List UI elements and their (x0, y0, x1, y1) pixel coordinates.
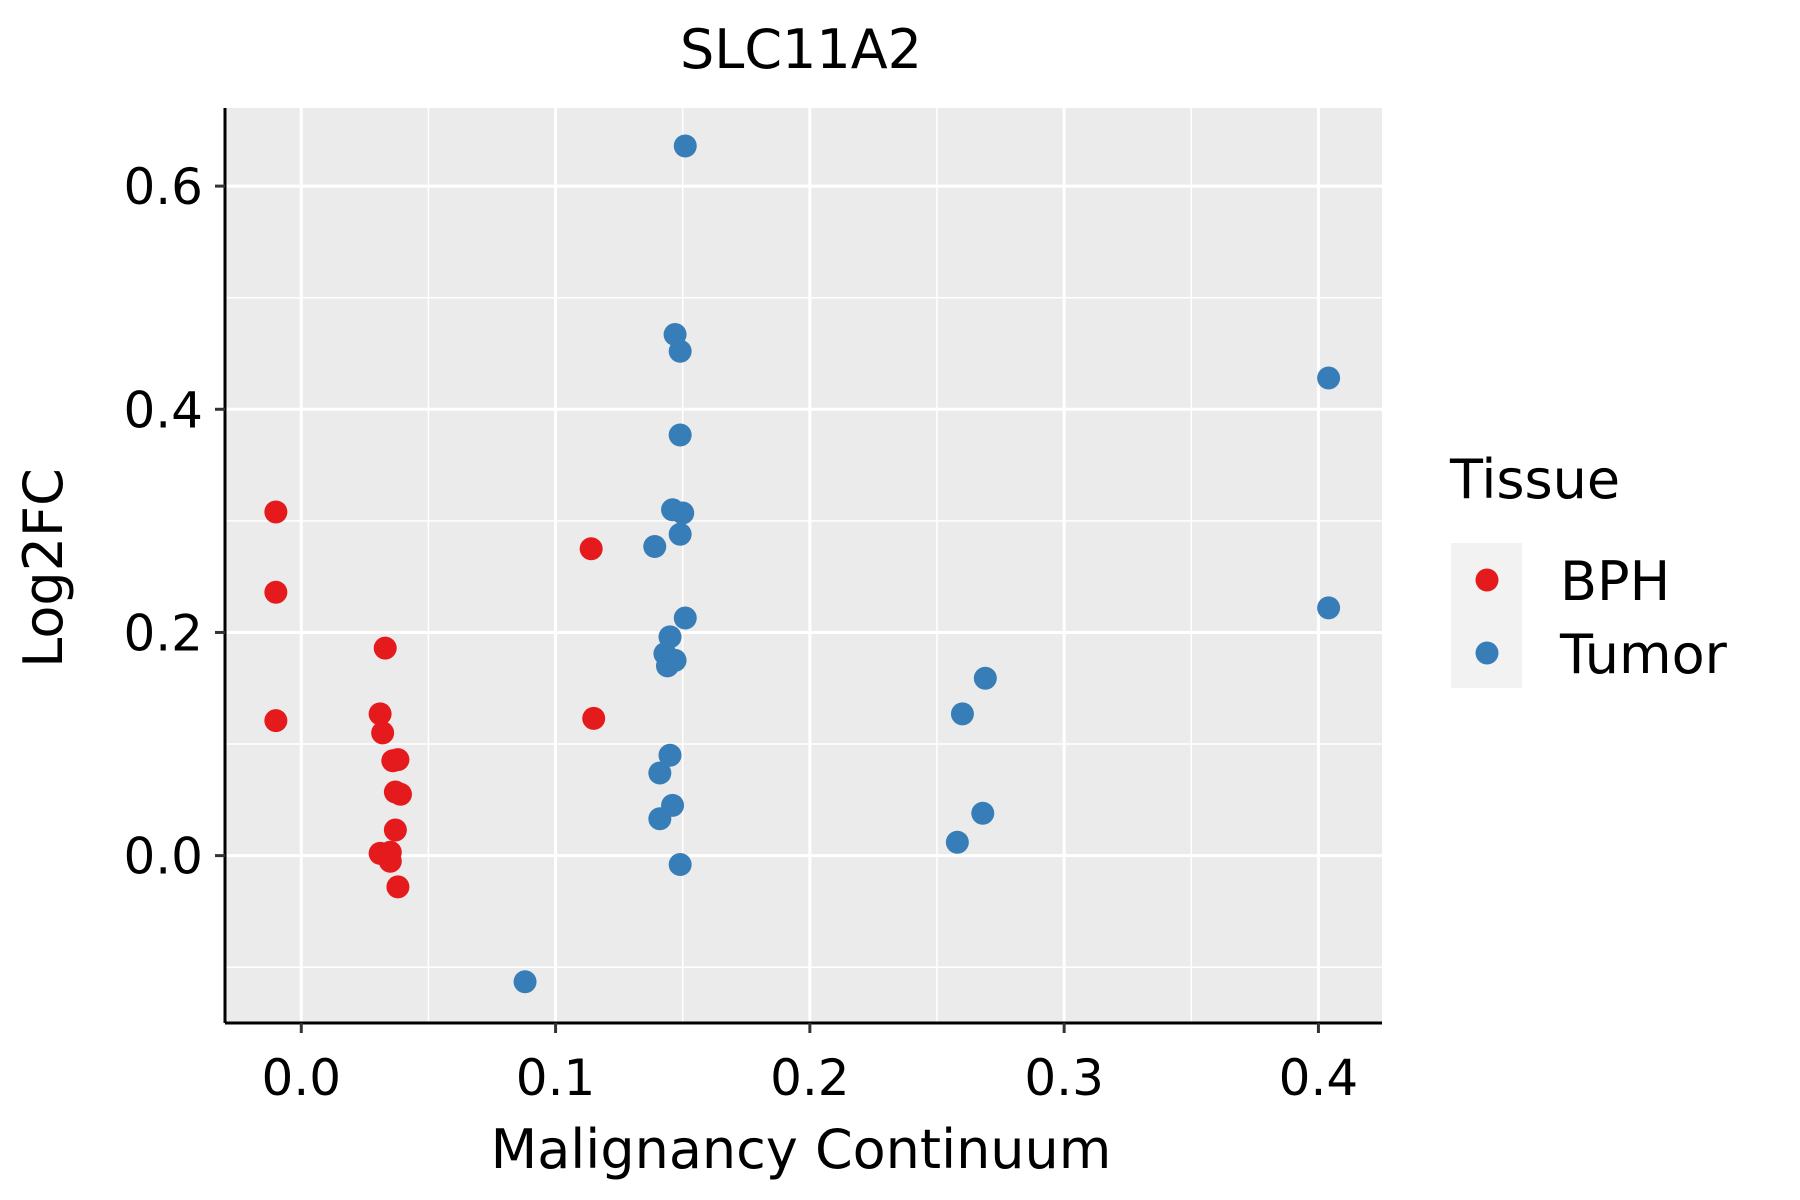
legend-label-bph: BPH (1560, 550, 1670, 613)
data-point-tumor (673, 606, 697, 630)
x-tick-label: 0.3 (1024, 1049, 1104, 1107)
x-tick-label: 0.1 (516, 1049, 596, 1107)
data-point-tumor (658, 743, 682, 767)
plot-panel (225, 108, 1382, 1023)
data-point-bph (386, 875, 410, 899)
legend-key-tumor (1475, 641, 1499, 665)
y-tick-label: 0.6 (123, 158, 203, 216)
x-tick-label: 0.4 (1279, 1049, 1359, 1107)
data-point-tumor (668, 853, 692, 877)
grid-minor (225, 108, 1382, 1023)
data-point-tumor (950, 702, 974, 726)
legend-key-background (1451, 543, 1522, 688)
data-point-tumor (973, 666, 997, 690)
chart-title: SLC11A2 (680, 18, 922, 81)
data-point-tumor (668, 522, 692, 546)
data-point-bph (373, 636, 397, 660)
data-point-tumor (1317, 596, 1341, 620)
data-point-bph (383, 818, 407, 842)
data-point-bph (378, 849, 402, 873)
x-tick-label: 0.2 (770, 1049, 850, 1107)
data-point-bph (371, 721, 395, 745)
data-point-tumor (671, 501, 695, 525)
data-point-tumor (513, 970, 537, 994)
y-tick-label: 0.2 (123, 604, 203, 662)
data-point-bph (388, 782, 412, 806)
data-point-tumor (668, 339, 692, 363)
data-points (264, 134, 1341, 994)
x-axis-title: Malignancy Continuum (491, 1118, 1112, 1181)
y-tick-label: 0.4 (123, 381, 203, 439)
data-point-tumor (971, 801, 995, 825)
data-point-bph (386, 748, 410, 772)
data-point-tumor (655, 654, 679, 678)
data-point-tumor (643, 535, 667, 559)
y-tick-label: 0.0 (123, 828, 203, 886)
y-axis-ticks: 0.0 0.2 0.4 0.6 (123, 158, 225, 886)
legend: Tissue BPH Tumor (1449, 448, 1728, 688)
legend-title: Tissue (1449, 448, 1620, 511)
data-point-tumor (945, 830, 969, 854)
data-point-tumor (668, 423, 692, 447)
legend-label-tumor: Tumor (1559, 623, 1728, 686)
legend-key-bph (1475, 568, 1499, 592)
data-point-bph (264, 709, 288, 733)
data-point-tumor (648, 807, 672, 831)
data-point-bph (264, 500, 288, 524)
grid-major (225, 108, 1382, 1023)
x-axis-ticks: 0.0 0.1 0.2 0.3 0.4 (262, 1023, 1359, 1107)
data-point-bph (264, 580, 288, 604)
data-point-tumor (673, 134, 697, 158)
data-point-bph (582, 706, 606, 730)
data-point-tumor (1317, 366, 1341, 390)
data-point-bph (368, 702, 392, 726)
y-axis-title: Log2FC (12, 468, 75, 668)
data-point-bph (579, 537, 603, 561)
x-tick-label: 0.0 (262, 1049, 342, 1107)
data-point-tumor (648, 761, 672, 785)
